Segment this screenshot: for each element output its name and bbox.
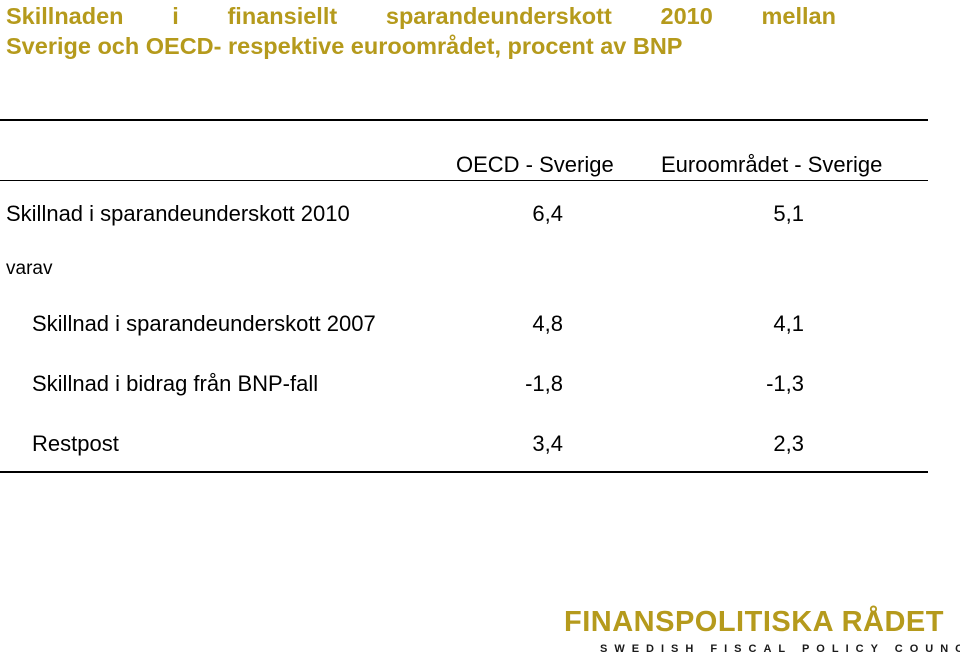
column-header-oecd: OECD - Sverige xyxy=(456,152,614,177)
row-label-skillnad-2010: Skillnad i sparandeunderskott 2010 xyxy=(6,201,350,226)
cell-euro-bnp-fall: -1,3 xyxy=(766,371,804,396)
title-word: finansiellt xyxy=(227,3,338,29)
title-word: i xyxy=(172,3,179,29)
cell-oecd-2010: 6,4 xyxy=(532,201,563,226)
title-line-2: Sverige och OECD- respektive euroområdet… xyxy=(6,33,683,59)
title-word: 2010 xyxy=(660,3,713,29)
logo-subtitle: SWEDISH FISCAL POLICY COUNCIL xyxy=(600,643,960,655)
title-word: sparandeunderskott xyxy=(385,3,612,29)
cell-oecd-restpost: 3,4 xyxy=(532,431,563,456)
title-word: mellan xyxy=(761,3,836,29)
table-bottom-rule xyxy=(0,471,928,473)
cell-oecd-bnp-fall: -1,8 xyxy=(525,371,563,396)
cell-euro-2007: 4,1 xyxy=(773,311,804,336)
logo-name: FINANSPOLITISKA RÅDET xyxy=(564,606,944,638)
title-word: Skillnaden xyxy=(6,3,124,29)
table-top-rule xyxy=(0,119,928,121)
title-line-1: Skillnaden i finansiellt sparandeundersk… xyxy=(6,1,836,31)
row-label-bnp-fall: Skillnad i bidrag från BNP-fall xyxy=(32,371,319,396)
cell-oecd-2007: 4,8 xyxy=(532,311,563,336)
council-logo: FINANSPOLITISKA RÅDET SWEDISH FISCAL POL… xyxy=(564,606,960,655)
row-label-skillnad-2007: Skillnad i sparandeunderskott 2007 xyxy=(32,311,376,336)
row-label-restpost: Restpost xyxy=(32,431,119,456)
cell-euro-restpost: 2,3 xyxy=(773,431,804,456)
page-title: Skillnaden i finansiellt sparandeundersk… xyxy=(6,1,836,61)
row-label-varav: varav xyxy=(6,258,53,279)
table-header-rule xyxy=(0,180,928,181)
column-header-euro: Euroområdet - Sverige xyxy=(661,152,883,177)
cell-euro-2010: 5,1 xyxy=(773,201,804,226)
